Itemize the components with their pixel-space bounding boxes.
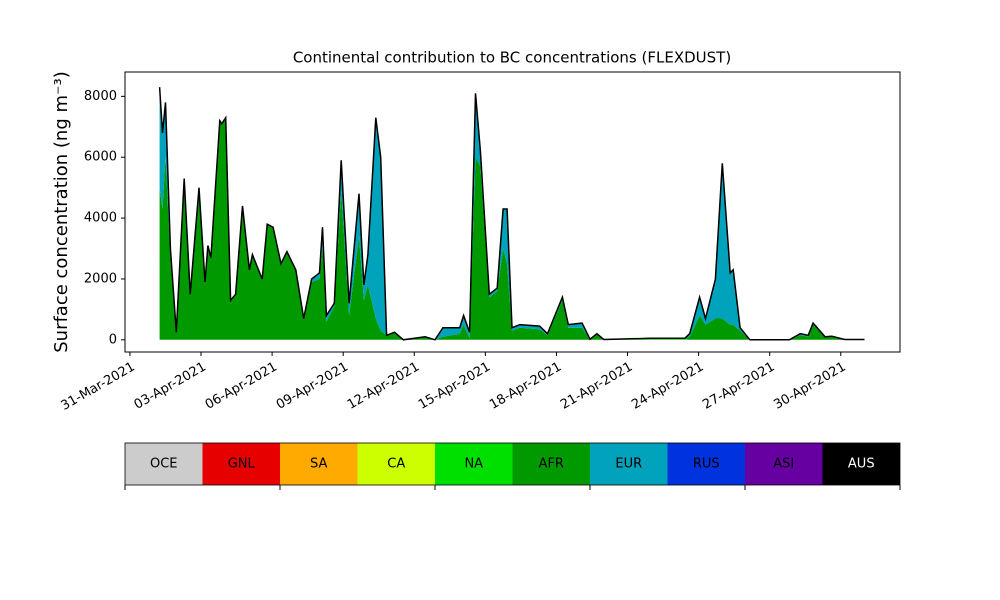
y-tick-label: 6000 bbox=[84, 150, 117, 165]
area bbox=[159, 117, 865, 340]
colorbar-cell bbox=[125, 443, 203, 485]
x-tick-label: 31-Mar-2021 bbox=[59, 360, 138, 414]
colorbar-cell bbox=[357, 443, 435, 485]
stack-outline bbox=[158, 87, 865, 341]
colorbar-label: OCE bbox=[150, 457, 178, 472]
y-axis-label: Surface concentration (ng m⁻³) bbox=[51, 71, 72, 353]
x-tick-label: 21-Apr-2021 bbox=[558, 360, 635, 413]
colorbar: OCE GNL SA CA NA AFR EUR RUS ASI AUS bbox=[124, 443, 901, 490]
colorbar-label: SA bbox=[310, 457, 327, 472]
y-tick-label: 0 bbox=[109, 332, 117, 347]
colorbar-label: RUS bbox=[693, 457, 720, 472]
colorbar-cell bbox=[590, 443, 668, 485]
colorbar-label: EUR bbox=[615, 457, 642, 472]
colorbar-label: GNL bbox=[228, 457, 256, 472]
colorbar-label: AFR bbox=[539, 457, 564, 472]
colorbar-label: CA bbox=[387, 457, 405, 472]
x-tick-label: 27-Apr-2021 bbox=[700, 360, 777, 413]
x-tick-label: 03-Apr-2021 bbox=[132, 360, 209, 413]
y-tick-label: 4000 bbox=[84, 211, 117, 226]
y-tick-label: 8000 bbox=[84, 89, 117, 104]
chart-title: Continental contribution to BC concentra… bbox=[293, 49, 731, 67]
x-tick-label: 15-Apr-2021 bbox=[416, 360, 493, 413]
colorbar-cell bbox=[202, 443, 280, 485]
x-tick-label: 12-Apr-2021 bbox=[345, 360, 422, 413]
colorbar-label: AUS bbox=[848, 457, 875, 472]
y-tick-label: 2000 bbox=[84, 271, 117, 286]
colorbar-cell bbox=[280, 443, 358, 485]
colorbar-cell bbox=[822, 443, 900, 485]
colorbar-cell bbox=[435, 443, 513, 485]
colorbar-cell bbox=[512, 443, 590, 485]
x-tick-label: 24-Apr-2021 bbox=[629, 360, 706, 413]
plot-frame bbox=[124, 71, 901, 353]
colorbar-cell bbox=[667, 443, 745, 485]
colorbar-label: ASI bbox=[773, 457, 794, 472]
x-tick-label: 09-Apr-2021 bbox=[274, 360, 351, 413]
x-tick-label: 06-Apr-2021 bbox=[203, 360, 280, 413]
x-tick-label: 18-Apr-2021 bbox=[487, 360, 564, 413]
colorbar-label: NA bbox=[464, 457, 483, 472]
colorbar-frame bbox=[124, 442, 901, 486]
colorbar-cell bbox=[745, 443, 823, 485]
x-tick-label: 30-Apr-2021 bbox=[771, 360, 848, 413]
plot-area bbox=[158, 87, 865, 341]
